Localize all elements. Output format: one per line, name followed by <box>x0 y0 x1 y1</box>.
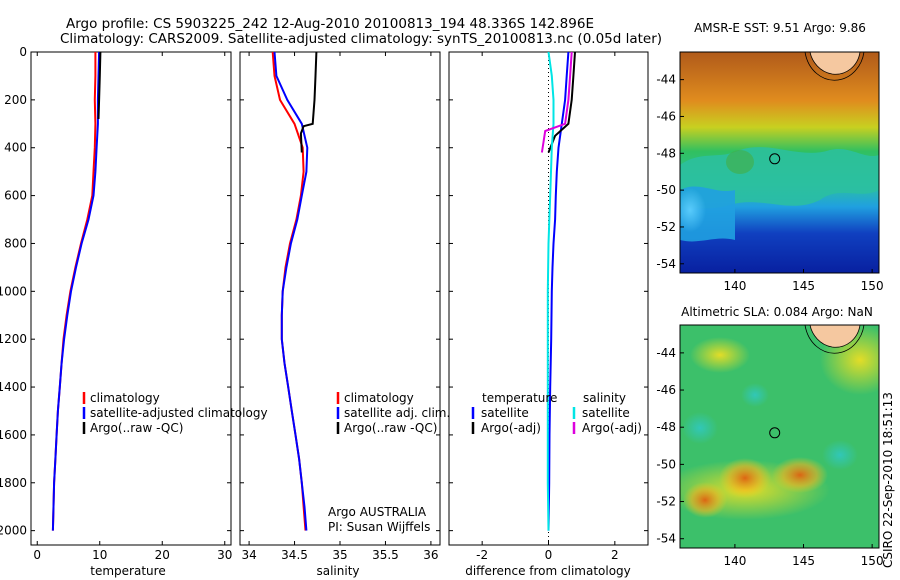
legend-item-satellite: satellite-adjusted climatology <box>90 406 268 420</box>
x-tick-label: 150 <box>861 279 884 293</box>
x-tick-label: 30 <box>217 548 232 562</box>
series-line <box>97 51 102 120</box>
legend-heading-temperature: temperature <box>482 391 557 405</box>
salinity-panel: 34 34.5 35 35.5 36 salinity climatology sate… <box>239 51 450 578</box>
temperature-panel: 0 10 20 30 0 200 400 600 800 1000 1200 1400 1600 1800… <box>0 45 268 578</box>
legend-item-sal-satellite: satellite <box>582 406 630 420</box>
y-tick-label: -46 <box>656 383 676 397</box>
sst-map-title: AMSR-E SST: 9.51 Argo: 9.86 <box>694 21 866 35</box>
y-tick-label: -54 <box>656 532 676 546</box>
y-tick-label: -44 <box>656 346 676 360</box>
series-line <box>546 51 555 531</box>
y-tick-label: 600 <box>4 189 27 203</box>
x-tick-label: 36 <box>423 548 438 562</box>
y-tick-label: -54 <box>656 257 676 271</box>
credit-line-1: Argo AUSTRALIA <box>328 505 427 519</box>
salinity-axis-ticks: 34 34.5 35 35.5 36 <box>240 51 440 562</box>
difference-axis-ticks: -2 0 2 <box>449 51 648 562</box>
y-tick-label: 1800 <box>0 476 27 490</box>
x-tick-label: 34 <box>241 548 256 562</box>
series-line <box>51 52 97 531</box>
x-tick-label: 0 <box>545 548 553 562</box>
x-tick-label: 35 <box>332 548 347 562</box>
legend-item-satellite: satellite adj. clim. <box>344 406 450 420</box>
temperature-xlabel: temperature <box>90 564 165 578</box>
x-tick-label: -2 <box>476 548 488 562</box>
legend-item-temp-satellite: satellite <box>481 406 529 420</box>
x-tick-label: 10 <box>92 548 107 562</box>
temperature-legend: climatology satellite-adjusted climatolo… <box>82 391 268 435</box>
x-tick-label: 145 <box>792 554 815 568</box>
timestamp-stamp: CSIRO 22-Sep-2010 18:51:13 <box>881 392 895 568</box>
difference-legend: temperature satellite Argo(-adj) salinit… <box>471 391 642 435</box>
legend-item-temp-argo: Argo(-adj) <box>481 421 541 435</box>
legend-item-sal-argo: Argo(-adj) <box>582 421 642 435</box>
salinity-series <box>271 51 318 531</box>
y-tick-label: -46 <box>656 109 676 123</box>
y-tick-label: -50 <box>656 183 676 197</box>
x-tick-label: 140 <box>723 279 746 293</box>
salinity-xlabel: salinity <box>316 564 359 578</box>
x-tick-label: 35.5 <box>372 548 399 562</box>
y-tick-label: 200 <box>4 93 27 107</box>
y-tick-label: -50 <box>656 457 676 471</box>
sst-map: AMSR-E SST: 9.51 Argo: 9.86 140 145 150 -44… <box>656 21 883 293</box>
sla-map-title: Altimetric SLA: 0.084 Argo: NaN <box>681 305 873 319</box>
y-tick-label: -48 <box>656 146 676 160</box>
x-tick-label: 20 <box>155 548 170 562</box>
y-tick-label: 1400 <box>0 380 27 394</box>
x-tick-label: 2 <box>611 548 619 562</box>
y-tick-label: 1000 <box>0 284 27 298</box>
y-tick-label: -48 <box>656 420 676 434</box>
series-line <box>273 51 309 531</box>
y-tick-label: 2000 <box>0 524 27 538</box>
legend-item-argo: Argo(..raw -QC) <box>344 421 437 435</box>
legend-item-argo: Argo(..raw -QC) <box>90 421 183 435</box>
legend-heading-salinity: salinity <box>583 391 626 405</box>
series-line <box>299 51 318 153</box>
y-tick-label: 400 <box>4 141 27 155</box>
sla-map-ticks: 140 145 150 -44 -46 -48 -50 -52 -54 <box>656 346 883 568</box>
x-tick-label: 145 <box>792 279 815 293</box>
legend-item-climatology: climatology <box>344 391 414 405</box>
x-tick-label: 140 <box>723 554 746 568</box>
argo-float-marker <box>769 153 781 165</box>
y-tick-label: -44 <box>656 73 676 87</box>
x-tick-label: 150 <box>861 554 884 568</box>
sst-map-ticks: 140 145 150 -44 -46 -48 -50 -52 -54 <box>656 73 883 293</box>
sla-map: Altimetric SLA: 0.084 Argo: NaN 140 145 15… <box>656 305 883 568</box>
series-line <box>51 51 101 531</box>
difference-series <box>540 51 576 545</box>
series-line <box>547 51 570 531</box>
temperature-series <box>51 51 102 531</box>
series-line <box>540 51 573 153</box>
y-tick-label: -52 <box>656 220 676 234</box>
series-line <box>271 51 307 531</box>
header-line-2: Climatology: CARS2009. Satellite-adjuste… <box>60 31 662 47</box>
temperature-axis-ticks: 0 10 20 30 0 200 400 600 800 1000 1200 1400 1600 1800… <box>0 45 232 562</box>
y-tick-label: 1600 <box>0 428 27 442</box>
credit-line-2: PI: Susan Wijffels <box>328 520 430 534</box>
x-tick-label: 0 <box>33 548 41 562</box>
salinity-legend: climatology satellite adj. clim. Argo(..… <box>336 391 450 435</box>
argo-float-marker <box>769 427 781 439</box>
header-line-1: Argo profile: CS 5903225_242 12-Aug-2010… <box>66 16 594 32</box>
y-tick-label: 800 <box>4 236 27 250</box>
y-tick-label: 1200 <box>0 332 27 346</box>
y-tick-label: 0 <box>19 45 27 59</box>
x-tick-label: 34.5 <box>281 548 308 562</box>
difference-panel: -2 0 2 difference from climatology tempera… <box>448 51 649 578</box>
legend-item-climatology: climatology <box>90 391 160 405</box>
series-line <box>547 51 576 153</box>
difference-xlabel: difference from climatology <box>465 564 631 578</box>
y-tick-label: -52 <box>656 495 676 509</box>
